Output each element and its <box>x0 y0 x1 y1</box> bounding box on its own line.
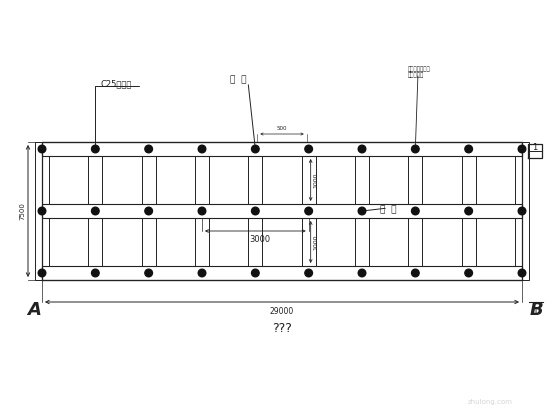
Circle shape <box>198 207 206 215</box>
Bar <box>515 142 529 280</box>
Circle shape <box>518 145 526 153</box>
Bar <box>42 142 522 156</box>
Circle shape <box>198 269 206 277</box>
Circle shape <box>38 207 46 215</box>
Text: 公公公公公居上: 公公公公公居上 <box>408 66 431 72</box>
Circle shape <box>518 269 526 277</box>
Circle shape <box>412 207 419 215</box>
Bar <box>355 142 369 280</box>
Circle shape <box>305 269 312 277</box>
Text: ???: ??? <box>272 321 292 334</box>
Circle shape <box>412 145 419 153</box>
Text: A: A <box>27 301 41 319</box>
Text: 1: 1 <box>533 143 538 152</box>
Circle shape <box>305 145 312 153</box>
Bar <box>302 142 316 280</box>
Text: 1000: 1000 <box>314 172 319 188</box>
Text: B: B <box>529 301 543 319</box>
Circle shape <box>412 269 419 277</box>
Text: C25级格构: C25级格构 <box>100 79 132 89</box>
Circle shape <box>305 207 312 215</box>
Bar <box>42 204 522 218</box>
Circle shape <box>358 145 366 153</box>
Circle shape <box>465 269 473 277</box>
Bar <box>248 142 262 280</box>
Text: 锁  杆: 锁 杆 <box>230 76 246 84</box>
Bar <box>42 266 522 280</box>
Circle shape <box>518 207 526 215</box>
Circle shape <box>38 145 46 153</box>
Circle shape <box>198 145 206 153</box>
Circle shape <box>465 145 473 153</box>
Circle shape <box>145 145 152 153</box>
Bar <box>142 142 156 280</box>
Bar <box>35 142 49 280</box>
Circle shape <box>91 207 99 215</box>
Text: 29000: 29000 <box>270 307 294 316</box>
Circle shape <box>251 145 259 153</box>
Text: 3000: 3000 <box>250 235 271 244</box>
Bar <box>461 142 475 280</box>
Text: 500: 500 <box>277 126 287 131</box>
Text: 1000: 1000 <box>314 234 319 250</box>
Circle shape <box>251 207 259 215</box>
Bar <box>88 142 102 280</box>
Bar <box>408 142 422 280</box>
Text: 公公居居居: 公公居居居 <box>408 72 424 78</box>
Circle shape <box>465 207 473 215</box>
Text: 1: 1 <box>533 308 539 317</box>
Circle shape <box>91 145 99 153</box>
Circle shape <box>358 269 366 277</box>
Circle shape <box>145 207 152 215</box>
Circle shape <box>251 269 259 277</box>
Circle shape <box>358 207 366 215</box>
Text: 7500: 7500 <box>19 202 25 220</box>
Circle shape <box>91 269 99 277</box>
Text: 锁  索: 锁 索 <box>380 205 396 215</box>
Bar <box>195 142 209 280</box>
Text: zhulong.com: zhulong.com <box>468 399 512 405</box>
Circle shape <box>38 269 46 277</box>
Circle shape <box>145 269 152 277</box>
